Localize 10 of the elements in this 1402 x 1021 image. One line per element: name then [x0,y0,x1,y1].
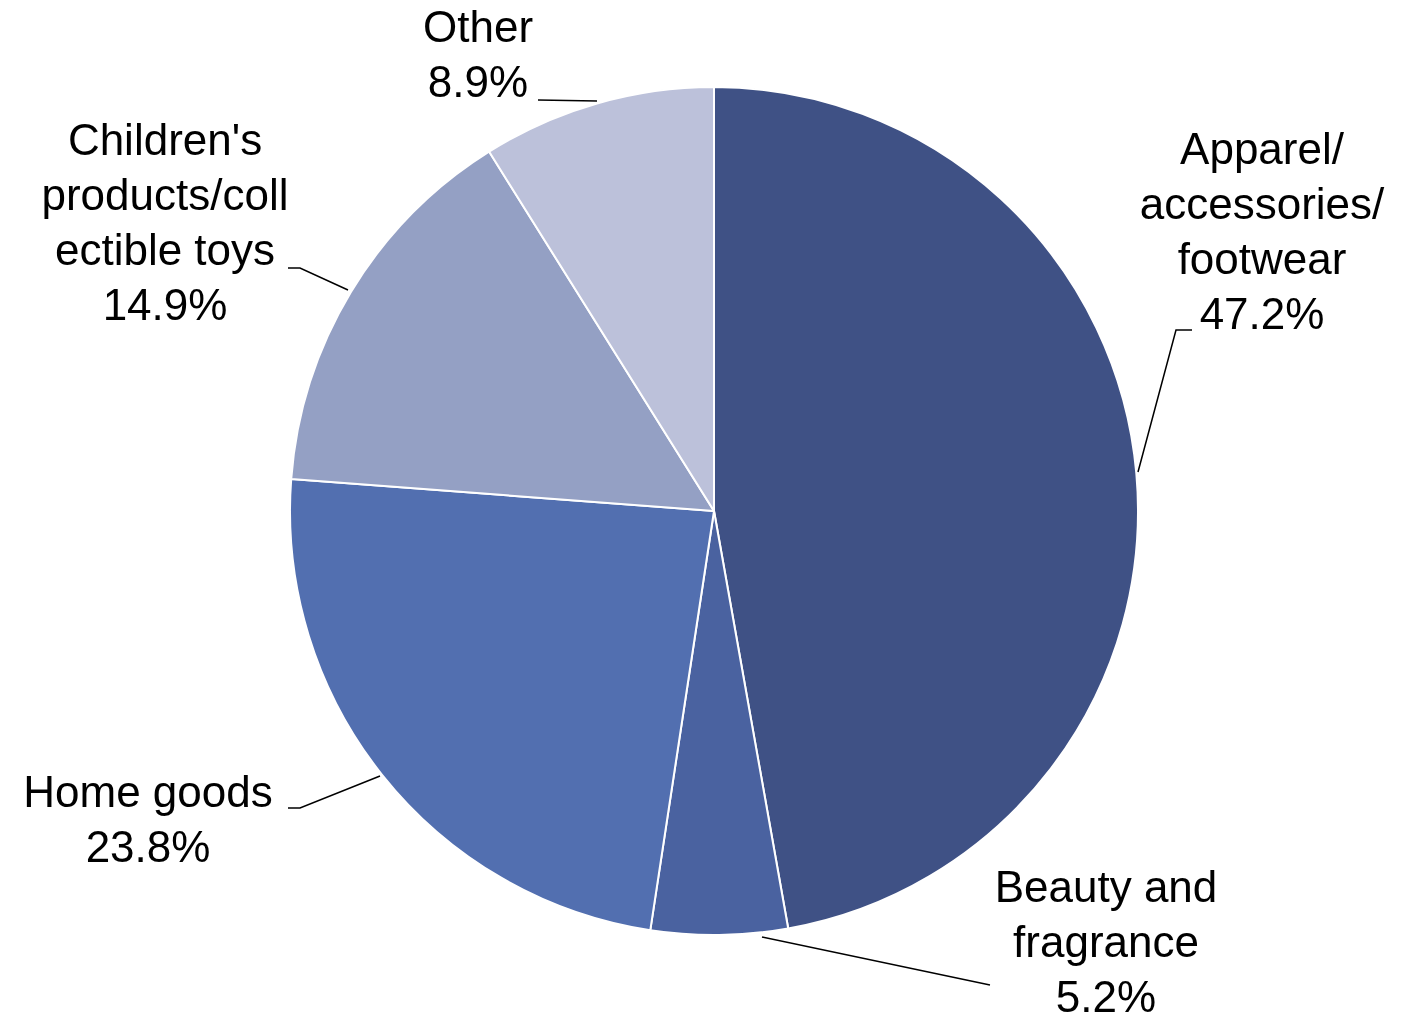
data-label: 23.8% [85,822,211,872]
slice-label: Other [422,2,534,52]
slice-label: Beauty and fragrance [994,862,1218,967]
slice-label: Apparel/ accessories/ footwear [1139,124,1386,284]
data-label: 8.9% [427,57,529,107]
slice-label: Children's products/coll ectible toys [41,115,289,275]
slice-label: Home goods [23,767,273,817]
data-label: 14.9% [102,280,228,330]
data-label: 5.2% [1055,972,1157,1021]
data-label: 47.2% [1199,289,1325,339]
